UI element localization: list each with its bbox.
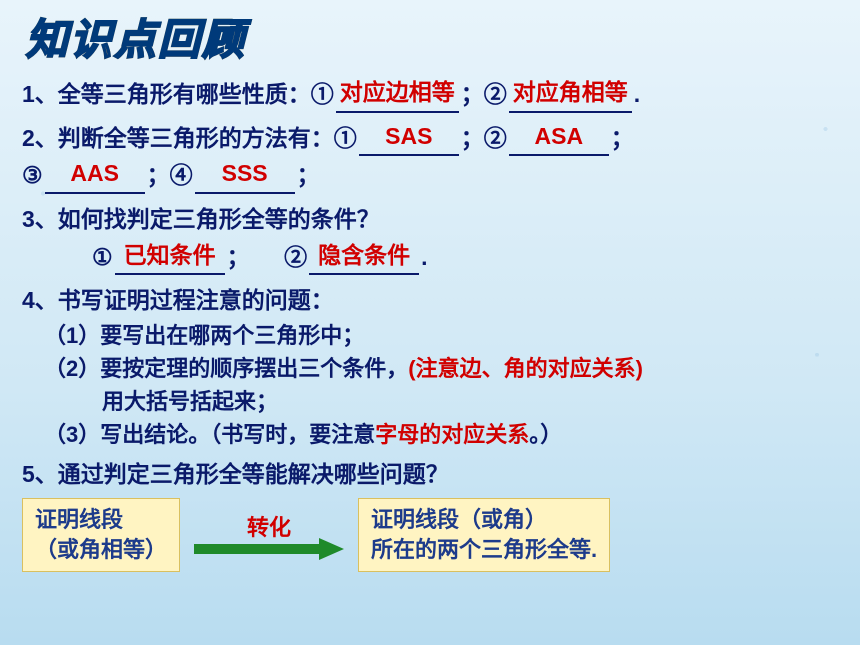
q3-heading: 3、如何找判定三角形全等的条件？: [22, 202, 842, 238]
q2-blank3: AAS: [45, 156, 145, 194]
q2-suffix1: ；: [611, 121, 634, 157]
q4-p3: （3）写出结论。（书写时，要注意字母的对应关系。）: [44, 418, 842, 451]
box-right: 证明线段（或角） 所在的两个三角形全等.: [358, 498, 610, 571]
q3-heading-text: 3、如何找判定三角形全等的条件？: [22, 202, 380, 238]
q2-l2-prefix: ③: [22, 158, 43, 194]
q1-prefix: 1、全等三角形有哪些性质：①: [22, 77, 334, 113]
q3-prefix: ①: [92, 240, 113, 276]
q1-line: 1、全等三角形有哪些性质：① 对应边相等 ；② 对应角相等 .: [22, 75, 842, 113]
q2-mid1: ；②: [461, 121, 507, 157]
q2-l1-prefix: 2、判断全等三角形的方法有：①: [22, 121, 357, 157]
q4-p3a: （3）写出结论。（书写时，要注意: [44, 422, 375, 447]
q2-blank4: SSS: [195, 156, 295, 194]
q3-suffix: .: [421, 240, 427, 276]
q3-blanks: ① 已知条件 ； ② 隐含条件 .: [92, 238, 842, 276]
q4-heading-text: 4、书写证明过程注意的问题：: [22, 283, 334, 319]
q2-line2: ③ AAS ；④ SSS ；: [22, 156, 842, 194]
q3-mid: ； ②: [227, 240, 308, 276]
box-left: 证明线段 （或角相等）: [22, 498, 180, 571]
q1-suffix: .: [634, 77, 640, 113]
q4-p2c: 用大括号括起来；: [102, 385, 842, 418]
q4-heading: 4、书写证明过程注意的问题：: [22, 283, 842, 319]
q4-p2b: (注意边、角的对应关系): [408, 356, 643, 381]
q3-blank1: 已知条件: [115, 238, 225, 276]
q4-p2a: （2）要按定理的顺序摆出三个条件，: [44, 356, 408, 381]
q2-blank2: ASA: [509, 119, 609, 157]
arrow-group: 转化: [194, 510, 344, 560]
q1-mid: ；②: [461, 77, 507, 113]
q1-blank1: 对应边相等: [336, 75, 459, 113]
q4-p2: （2）要按定理的顺序摆出三个条件，(注意边、角的对应关系): [44, 352, 842, 385]
q5-heading: 5、通过判定三角形全等能解决哪些问题？: [22, 457, 842, 493]
box-right-l2: 所在的两个三角形全等.: [371, 535, 597, 565]
q2-mid2: ；④: [147, 158, 193, 194]
q4-p1: （1）要写出在哪两个三角形中；: [44, 319, 842, 352]
box-left-l2: （或角相等）: [35, 535, 167, 565]
q3-blank2: 隐含条件: [309, 238, 419, 276]
q2-suffix2: ；: [297, 158, 320, 194]
q5-diagram: 证明线段 （或角相等） 转化 证明线段（或角） 所在的两个三角形全等.: [22, 498, 842, 571]
q1-blank2: 对应角相等: [509, 75, 632, 113]
q4-p3c: 。）: [529, 422, 562, 447]
box-right-l1: 证明线段（或角）: [371, 505, 597, 535]
arrow-icon: [194, 538, 344, 560]
box-left-l1: 证明线段: [35, 505, 167, 535]
q2-line1: 2、判断全等三角形的方法有：① SAS ；② ASA ；: [22, 119, 842, 157]
q2-blank1: SAS: [359, 119, 459, 157]
q4-p3b: 字母的对应关系: [375, 422, 529, 447]
q5-heading-text: 5、通过判定三角形全等能解决哪些问题？: [22, 457, 449, 493]
slide-title: 知识点回顾: [22, 6, 842, 67]
